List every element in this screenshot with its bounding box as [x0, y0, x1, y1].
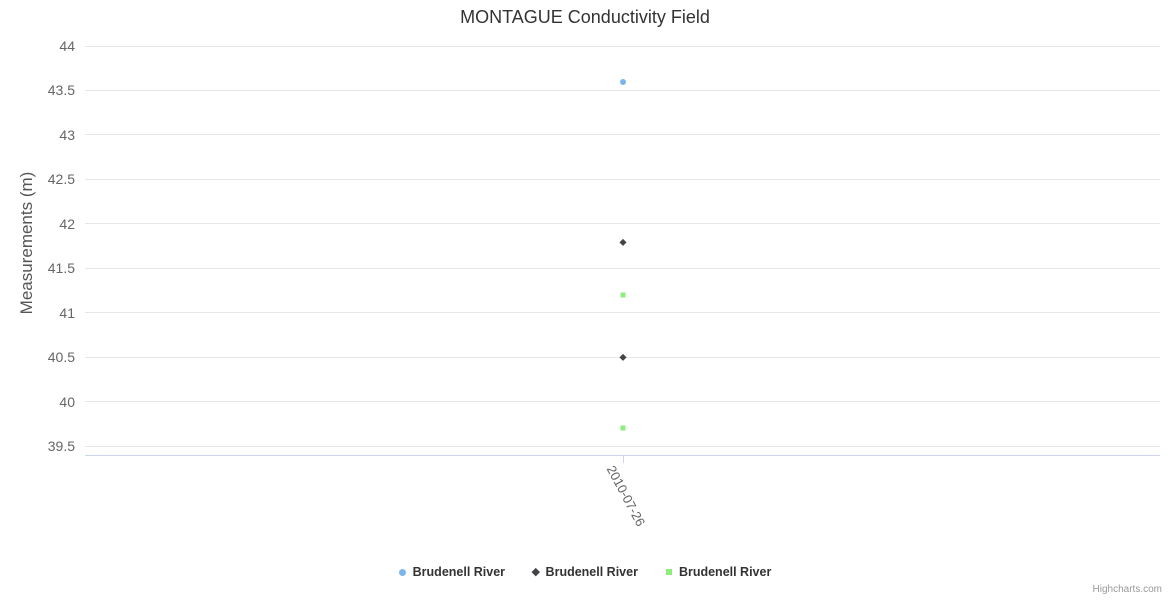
data-point-diamond[interactable] — [619, 238, 626, 245]
data-point-diamond[interactable] — [619, 354, 626, 361]
gridline — [85, 445, 1160, 447]
y-axis-tick-label: 43 — [59, 126, 75, 143]
y-axis-tick-label: 42 — [59, 215, 75, 232]
y-axis-tick-label: 40 — [59, 393, 75, 410]
legend-item-label: Brudenell River — [678, 565, 772, 579]
gridline — [85, 267, 1160, 269]
legend-marker-circle-icon — [398, 568, 406, 576]
y-axis-tick-label: 40.5 — [47, 349, 75, 366]
gridline — [85, 178, 1160, 180]
legend-marker-square-icon — [665, 569, 672, 575]
data-point-circle[interactable] — [619, 78, 626, 85]
legend-marker-diamond-icon — [531, 568, 540, 576]
gridline — [85, 401, 1160, 403]
legend-item[interactable]: Brudenell River — [665, 565, 772, 579]
legend: Brudenell River Brudenell River Brudenell … — [0, 562, 1170, 582]
y-axis-labels: 39.5 40 40.5 41 41.5 42 42.5 43 43.5 44 — [0, 38, 75, 455]
chart-title: MONTAGUE Conductivity Field — [460, 7, 710, 27]
x-axis-label: 2010-07-26 — [603, 463, 648, 529]
y-axis-tick-label: 42.5 — [47, 171, 75, 188]
gridline — [85, 89, 1160, 91]
legend-item[interactable]: Brudenell River — [398, 565, 506, 579]
legend-item-label: Brudenell River — [545, 565, 638, 579]
plot-area — [85, 45, 1160, 463]
y-axis-tick-label: 41.5 — [47, 260, 75, 277]
gridline — [85, 45, 1160, 47]
gridline — [85, 134, 1160, 136]
x-axis-tick — [622, 455, 624, 463]
legend-item-label: Brudenell River — [412, 565, 506, 579]
y-axis-tick-label: 44 — [59, 38, 75, 54]
gridline — [85, 223, 1160, 225]
gridline — [85, 312, 1160, 314]
highcharts-credits[interactable]: Highcharts.com — [1092, 584, 1162, 595]
data-point-square[interactable] — [620, 425, 625, 431]
y-axis-tick-label: 41 — [59, 304, 75, 321]
y-axis-tick-label: 43.5 — [47, 82, 75, 99]
legend-item[interactable]: Brudenell River — [531, 565, 638, 579]
y-axis-tick-label: 39.5 — [47, 438, 75, 455]
data-point-square[interactable] — [620, 292, 625, 298]
